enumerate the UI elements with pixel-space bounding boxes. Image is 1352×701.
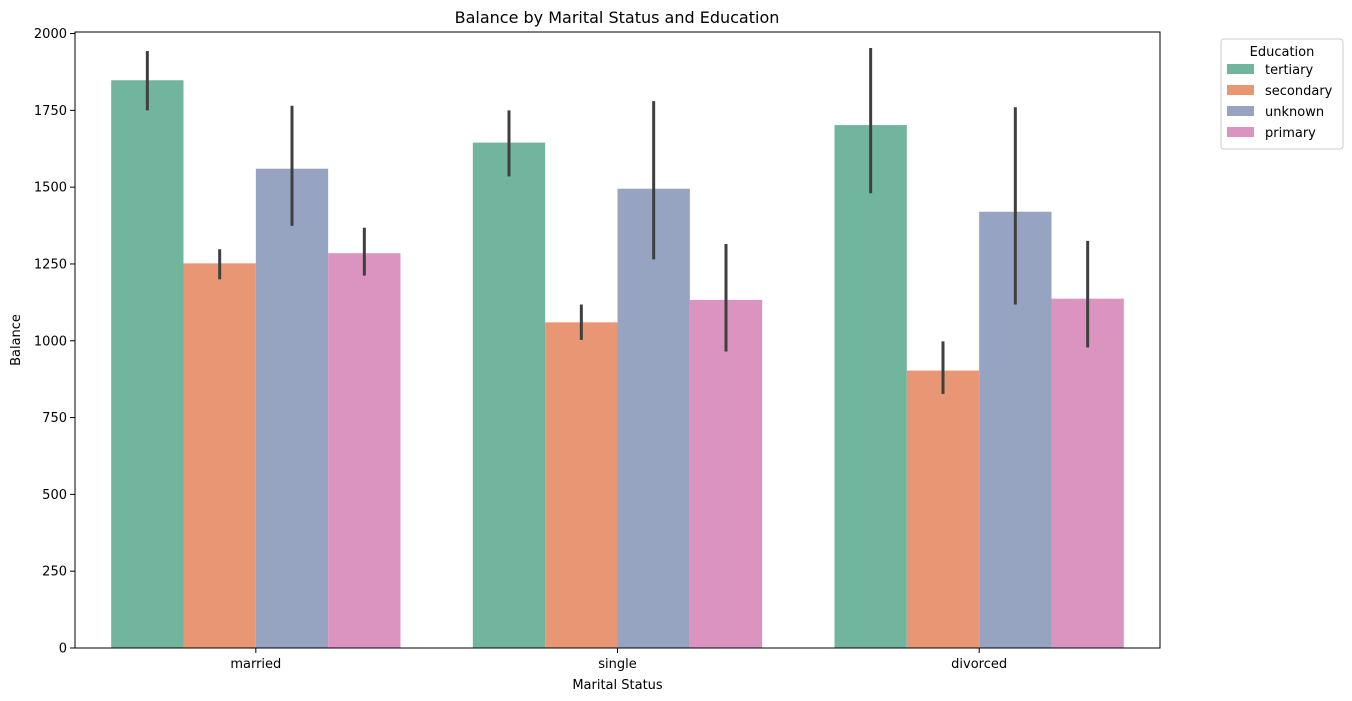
y-axis: 0 250 500 750 1000 1250 1500 1750 2000 xyxy=(34,27,75,657)
bar-secondary-divorced xyxy=(906,370,980,648)
legend-swatch-unknown xyxy=(1227,106,1254,116)
legend: Education tertiary secondary unknown primary xyxy=(1220,38,1344,150)
y-tick-label: 750 xyxy=(42,411,67,426)
bar-unknown-single xyxy=(617,188,690,648)
bar-tertiary-single xyxy=(472,142,546,648)
x-axis-label: Marital Status xyxy=(572,678,663,693)
y-tick-label: 0 xyxy=(59,642,67,657)
bar-primary-married xyxy=(328,253,401,649)
y-tick-label: 250 xyxy=(42,565,67,580)
y-tick-label: 1000 xyxy=(34,334,67,349)
x-tick-label: married xyxy=(230,657,281,672)
bar-tertiary-divorced xyxy=(834,125,907,649)
bar-secondary-single xyxy=(545,322,618,648)
y-tick-label: 500 xyxy=(42,488,67,503)
y-tick-label: 1250 xyxy=(34,257,67,272)
y-tick-label: 2000 xyxy=(34,27,67,42)
bar-secondary-married xyxy=(183,263,256,648)
x-axis: married single divorced xyxy=(230,648,1007,672)
legend-swatch-tertiary xyxy=(1227,64,1254,74)
bar-primary-divorced xyxy=(1051,298,1124,648)
x-tick-label: single xyxy=(598,657,637,672)
y-axis-label: Balance xyxy=(9,314,24,366)
bar-tertiary-married xyxy=(111,80,184,648)
bars-group xyxy=(111,80,1124,649)
legend-label-unknown: unknown xyxy=(1265,105,1324,120)
error-bars-group xyxy=(145,47,1090,394)
bar-primary-single xyxy=(689,299,763,648)
legend-label-secondary: secondary xyxy=(1265,84,1333,99)
y-tick-label: 1750 xyxy=(34,104,67,119)
legend-swatch-primary xyxy=(1227,127,1254,137)
bar-unknown-married xyxy=(255,168,329,648)
legend-label-tertiary: tertiary xyxy=(1265,63,1313,78)
y-tick-label: 1500 xyxy=(34,181,67,196)
legend-title: Education xyxy=(1250,45,1315,60)
legend-label-primary: primary xyxy=(1265,126,1316,141)
chart-title: Balance by Marital Status and Education xyxy=(455,8,780,27)
legend-swatch-secondary xyxy=(1227,85,1254,95)
x-tick-label: divorced xyxy=(951,657,1007,672)
